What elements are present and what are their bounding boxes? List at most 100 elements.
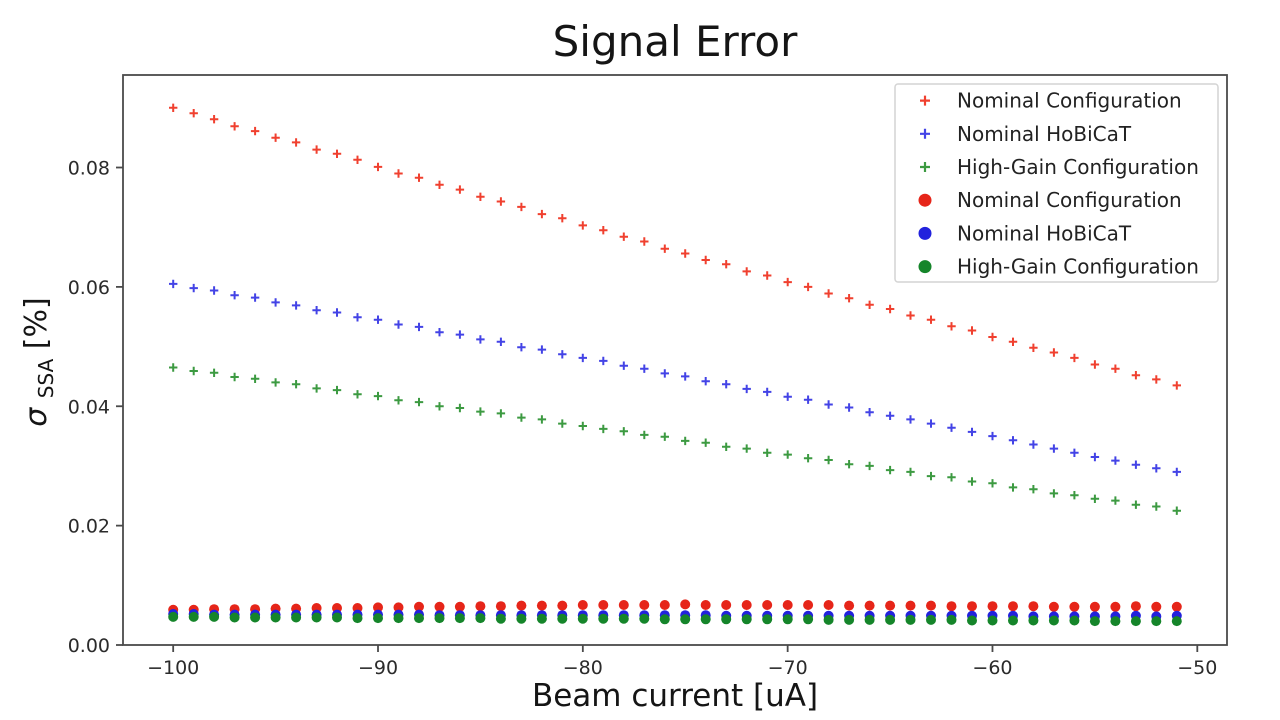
data-point-plus: [414, 397, 424, 407]
data-point-plus: [660, 432, 669, 441]
data-point-dot: [721, 600, 732, 610]
data-point-plus: [803, 454, 813, 463]
data-point-plus: [250, 374, 260, 383]
data-point-plus: [926, 419, 936, 428]
data-point-dot: [414, 613, 424, 624]
data-point-plus: [373, 315, 383, 324]
data-point-plus: [558, 350, 567, 359]
data-point-dot: [1151, 601, 1162, 612]
data-point-plus: [763, 448, 772, 457]
data-point-plus: [1152, 375, 1161, 384]
data-point-plus: [783, 277, 792, 287]
data-point-dot: [618, 600, 629, 610]
data-point-dot: [495, 601, 506, 612]
data-point-plus: [332, 308, 342, 317]
legend-label: Nominal HoBiCaT: [957, 221, 1132, 245]
data-point-plus: [722, 442, 731, 451]
data-point-plus: [906, 467, 915, 477]
data-point-dot: [557, 613, 568, 624]
data-point-dot: [598, 600, 609, 610]
data-point-dot: [700, 614, 711, 625]
plot-frame: [122, 74, 1228, 646]
data-point-plus: [1049, 444, 1059, 453]
data-point-dot: [659, 614, 670, 625]
data-point-dot: [352, 613, 363, 624]
data-point-plus: [640, 364, 649, 373]
data-point-dot: [291, 612, 302, 623]
data-point-plus: [169, 363, 178, 372]
data-point-plus: [1070, 353, 1079, 363]
data-point-dot: [1130, 616, 1141, 627]
data-point-plus: [1049, 489, 1059, 498]
data-point-dot: [516, 600, 527, 611]
data-point-plus: [947, 322, 956, 331]
data-point-plus: [701, 255, 710, 265]
data-point-dot: [373, 602, 383, 613]
data-point-plus: [742, 267, 751, 276]
data-point-dot: [741, 600, 752, 610]
data-point-plus: [681, 249, 690, 258]
legend-label: High-Gain Configuration: [957, 155, 1199, 179]
data-point-plus: [455, 330, 465, 339]
data-point-plus: [312, 145, 321, 154]
data-point-plus: [250, 126, 260, 136]
data-point-plus: [1029, 343, 1038, 352]
data-point-plus: [558, 419, 567, 428]
data-point-dot: [1151, 616, 1162, 627]
data-point-plus: [476, 335, 485, 344]
data-point-plus: [312, 306, 321, 315]
legend: Nominal Configuration Nominal HoBiCaT High…: [894, 83, 1219, 283]
legend-marker-dot: [918, 226, 932, 240]
data-point-plus: [906, 311, 915, 320]
data-point-plus: [803, 395, 813, 404]
data-point-dot: [536, 613, 547, 624]
data-point-plus: [353, 390, 362, 399]
data-point-plus: [824, 455, 833, 465]
data-point-dot: [495, 613, 506, 624]
data-point-dot: [700, 600, 711, 610]
legend-entry: Nominal Configuration: [918, 188, 1182, 212]
data-point-dot: [475, 601, 486, 612]
x-tick-label: −100: [147, 657, 199, 679]
series-plus: [169, 279, 1181, 477]
y-tick-label: 0.08: [68, 158, 110, 180]
y-axis-label-unit: [%]: [19, 297, 54, 349]
data-point-plus: [967, 326, 977, 335]
data-point-plus: [578, 421, 587, 431]
data-point-dot: [1069, 601, 1080, 612]
data-point-plus: [271, 378, 280, 387]
data-point-plus: [947, 473, 956, 482]
data-point-dot: [434, 613, 445, 624]
data-point-dot: [926, 614, 936, 625]
data-point-plus: [1070, 491, 1079, 500]
data-point-dot: [803, 600, 814, 610]
legend-entry: High-Gain Configuration: [918, 255, 1199, 279]
x-tick-label: −50: [1177, 657, 1217, 679]
data-point-plus: [455, 185, 465, 194]
data-point-plus: [722, 380, 731, 389]
data-point-plus: [742, 384, 751, 394]
data-point-dot: [721, 614, 732, 625]
data-point-plus: [619, 427, 628, 436]
data-point-dot: [680, 614, 691, 625]
data-point-plus: [1049, 348, 1059, 357]
data-point-dot: [946, 601, 957, 612]
chart-title: Signal Error: [553, 17, 798, 66]
data-point-plus: [619, 232, 628, 241]
data-point-plus: [988, 431, 997, 441]
data-point-plus: [537, 209, 547, 219]
data-point-plus: [926, 315, 936, 324]
data-point-dot: [250, 612, 261, 623]
data-point-dot: [946, 614, 957, 625]
series-plus: [169, 363, 1181, 515]
data-point-dot: [1130, 601, 1141, 612]
data-point-plus: [783, 392, 792, 401]
data-point-plus: [681, 436, 690, 446]
data-point-plus: [947, 423, 956, 432]
data-point-plus: [312, 384, 321, 393]
data-point-plus: [906, 415, 915, 424]
data-point-plus: [1090, 494, 1100, 503]
data-point-dot: [598, 613, 609, 624]
data-point-dot: [618, 613, 629, 624]
